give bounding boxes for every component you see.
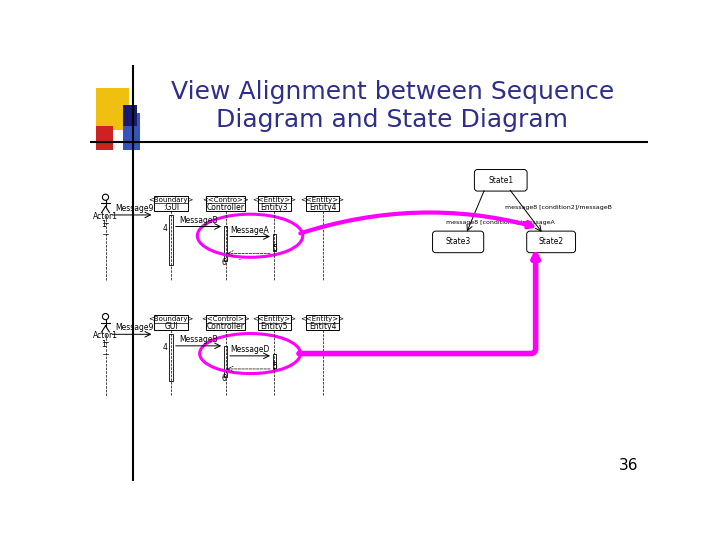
- Text: 1: 1: [101, 220, 106, 230]
- Text: 4: 4: [163, 224, 168, 233]
- Text: <Boundary>: <Boundary>: [149, 316, 194, 322]
- FancyBboxPatch shape: [306, 195, 339, 211]
- Text: State3: State3: [446, 238, 471, 246]
- Text: Actor1: Actor1: [93, 212, 118, 221]
- Text: Message9: Message9: [115, 204, 154, 213]
- Text: State2: State2: [539, 238, 564, 246]
- Text: MessageB: MessageB: [179, 335, 218, 344]
- Text: State1: State1: [488, 176, 513, 185]
- Text: <<Entity>>: <<Entity>>: [253, 316, 297, 322]
- Bar: [122, 112, 140, 150]
- Text: :GUI: :GUI: [163, 202, 179, 212]
- Text: 6: 6: [222, 258, 227, 267]
- FancyBboxPatch shape: [206, 315, 245, 330]
- Bar: [96, 126, 113, 150]
- Text: 4: 4: [163, 343, 168, 352]
- FancyBboxPatch shape: [306, 315, 339, 330]
- Bar: [122, 105, 137, 126]
- Bar: [224, 346, 228, 377]
- Text: GUI: GUI: [165, 322, 178, 331]
- Text: MessageD: MessageD: [230, 345, 270, 354]
- Text: message8 [condition1] /messageA: message8 [condition1] /messageA: [446, 220, 555, 225]
- Text: 1: 1: [101, 340, 106, 349]
- Text: <<Entity>>: <<Entity>>: [300, 197, 344, 202]
- Text: 5: 5: [272, 244, 277, 253]
- FancyBboxPatch shape: [474, 170, 527, 191]
- Bar: [169, 215, 174, 265]
- Text: <Boundary>: <Boundary>: [149, 197, 194, 202]
- Text: Controller: Controller: [207, 202, 245, 212]
- Text: MessageA: MessageA: [230, 226, 269, 234]
- Text: <<Entity>>: <<Entity>>: [300, 316, 344, 322]
- Text: <<Control>>: <<Control>>: [202, 316, 250, 322]
- Text: 6: 6: [222, 374, 227, 383]
- FancyBboxPatch shape: [154, 195, 189, 211]
- FancyBboxPatch shape: [433, 231, 484, 253]
- Text: View Alignment between Sequence
Diagram and State Diagram: View Alignment between Sequence Diagram …: [171, 80, 614, 132]
- Text: 36: 36: [619, 458, 639, 473]
- Text: message8 [condition2]/messageB: message8 [condition2]/messageB: [505, 205, 611, 210]
- Text: Message9: Message9: [115, 323, 154, 332]
- Text: Controller: Controller: [207, 322, 245, 331]
- Bar: [224, 226, 228, 261]
- Text: Entity5: Entity5: [261, 322, 288, 331]
- Bar: [273, 354, 276, 369]
- Bar: [96, 88, 129, 130]
- Text: MessageB: MessageB: [179, 215, 218, 225]
- Text: <<Contro>>: <<Contro>>: [202, 197, 249, 202]
- Text: ..: ..: [237, 253, 242, 262]
- FancyBboxPatch shape: [527, 231, 575, 253]
- Text: <<Entity>>: <<Entity>>: [253, 197, 297, 202]
- FancyBboxPatch shape: [258, 195, 291, 211]
- Text: Actor1: Actor1: [93, 332, 118, 340]
- Text: 5: 5: [272, 362, 277, 371]
- Text: Entity4: Entity4: [309, 202, 336, 212]
- FancyBboxPatch shape: [206, 195, 245, 211]
- Text: Entity4: Entity4: [309, 322, 336, 331]
- FancyBboxPatch shape: [258, 315, 291, 330]
- Bar: [169, 334, 174, 381]
- FancyBboxPatch shape: [154, 315, 189, 330]
- Text: Entity3: Entity3: [261, 202, 288, 212]
- Bar: [273, 234, 276, 251]
